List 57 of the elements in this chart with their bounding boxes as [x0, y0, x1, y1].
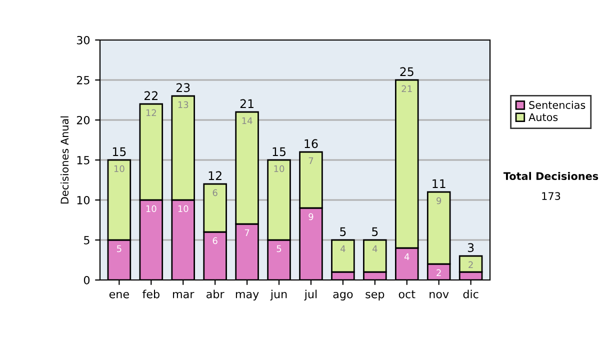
y-axis-title: Decisiones Anual: [60, 116, 69, 204]
x-tick-label: abr: [206, 290, 224, 298]
total-label: 23: [176, 83, 190, 92]
total-label: 21: [240, 99, 254, 108]
y-tick-label: 15: [77, 156, 90, 164]
data-label: 13: [178, 101, 188, 108]
x-tick-label: ene: [109, 292, 129, 298]
total-label: 11: [432, 179, 446, 188]
data-label: 10: [178, 205, 188, 212]
data-label: 4: [340, 245, 346, 252]
data-label: 12: [146, 109, 156, 116]
total-label: 22: [144, 91, 158, 100]
y-tick-label: 10: [77, 196, 90, 204]
y-tick-label: 30: [76, 36, 90, 44]
x-tick-label: ago: [333, 292, 353, 300]
text: 173: [542, 192, 560, 200]
data-label: 7: [308, 157, 314, 164]
legend-label: Autos: [528, 113, 558, 122]
data-label: 10: [114, 165, 124, 172]
data-label: 21: [402, 85, 412, 92]
data-label: 4: [372, 245, 378, 252]
y-tick-label: 20: [76, 116, 90, 124]
data-label: 6: [212, 189, 218, 196]
total-label: 5: [372, 227, 378, 236]
y-tick-label: 5: [84, 236, 90, 244]
x-tick-label: jul: [304, 290, 317, 300]
data-label: 14: [242, 117, 252, 124]
legend-label: Sentencias: [529, 100, 586, 109]
total-label: 15: [272, 147, 286, 156]
data-label: 2: [436, 269, 441, 276]
data-label: 10: [146, 205, 156, 212]
x-tick-label: oct: [398, 290, 416, 298]
x-tick-label: dic: [463, 290, 478, 298]
x-tick-label: mar: [173, 292, 194, 298]
data-label: 7: [244, 229, 250, 236]
data-label: 2: [468, 261, 473, 268]
y-tick-label: 25: [76, 76, 90, 84]
x-tick-label: nov: [430, 292, 449, 298]
text: Total Decisiones: [503, 172, 598, 180]
data-label: 5: [276, 245, 282, 252]
data-label: 4: [404, 253, 410, 260]
x-tick-label: sep: [366, 292, 384, 300]
total-label: 15: [112, 147, 126, 156]
total-label: 12: [208, 171, 222, 180]
total-label: 5: [340, 227, 346, 236]
y-tick-label: 0: [84, 276, 90, 284]
total-label: 3: [468, 243, 474, 252]
data-label: 10: [274, 165, 284, 172]
total-label: 25: [400, 67, 414, 76]
data-label: 5: [117, 245, 122, 252]
x-tick-label: may: [236, 292, 259, 300]
total-label: 16: [304, 139, 318, 148]
data-label: 6: [212, 237, 218, 244]
data-label: 9: [308, 213, 314, 220]
data-label: 9: [436, 197, 442, 204]
x-tick-label: jun: [270, 290, 287, 300]
x-tick-label: feb: [142, 290, 160, 298]
